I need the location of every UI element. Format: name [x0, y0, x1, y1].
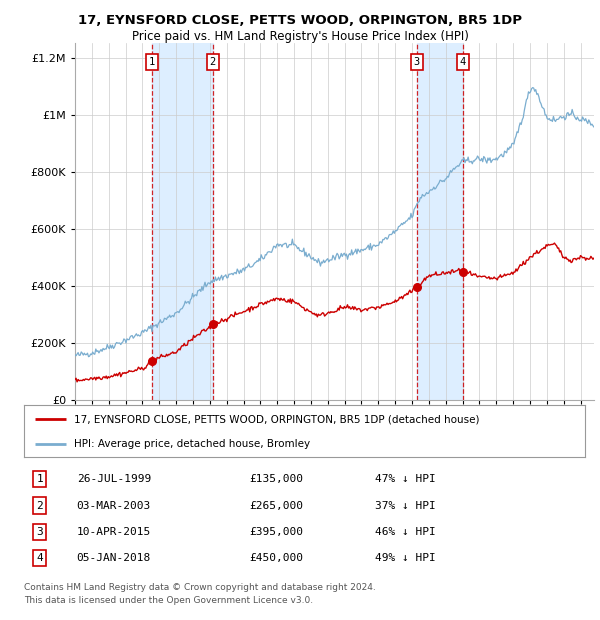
Text: 46% ↓ HPI: 46% ↓ HPI — [375, 527, 436, 537]
Text: 49% ↓ HPI: 49% ↓ HPI — [375, 553, 436, 563]
Text: 05-JAN-2018: 05-JAN-2018 — [77, 553, 151, 563]
Text: Contains HM Land Registry data © Crown copyright and database right 2024.: Contains HM Land Registry data © Crown c… — [24, 583, 376, 592]
Text: 4: 4 — [460, 57, 466, 67]
Text: £265,000: £265,000 — [250, 500, 304, 510]
Text: HPI: Average price, detached house, Bromley: HPI: Average price, detached house, Brom… — [74, 439, 311, 449]
Text: 17, EYNSFORD CLOSE, PETTS WOOD, ORPINGTON, BR5 1DP: 17, EYNSFORD CLOSE, PETTS WOOD, ORPINGTO… — [78, 14, 522, 27]
Text: £135,000: £135,000 — [250, 474, 304, 484]
Text: 47% ↓ HPI: 47% ↓ HPI — [375, 474, 436, 484]
Text: 37% ↓ HPI: 37% ↓ HPI — [375, 500, 436, 510]
Bar — [152, 43, 212, 400]
Text: 2: 2 — [37, 500, 43, 510]
Text: £450,000: £450,000 — [250, 553, 304, 563]
Text: Price paid vs. HM Land Registry's House Price Index (HPI): Price paid vs. HM Land Registry's House … — [131, 30, 469, 43]
Text: 3: 3 — [37, 527, 43, 537]
Text: 10-APR-2015: 10-APR-2015 — [77, 527, 151, 537]
Text: 1: 1 — [37, 474, 43, 484]
Text: This data is licensed under the Open Government Licence v3.0.: This data is licensed under the Open Gov… — [24, 596, 313, 606]
Text: £395,000: £395,000 — [250, 527, 304, 537]
Text: 26-JUL-1999: 26-JUL-1999 — [77, 474, 151, 484]
Text: 1: 1 — [149, 57, 155, 67]
Text: 3: 3 — [413, 57, 420, 67]
Text: 03-MAR-2003: 03-MAR-2003 — [77, 500, 151, 510]
Text: 4: 4 — [37, 553, 43, 563]
Text: 2: 2 — [209, 57, 216, 67]
Text: 17, EYNSFORD CLOSE, PETTS WOOD, ORPINGTON, BR5 1DP (detached house): 17, EYNSFORD CLOSE, PETTS WOOD, ORPINGTO… — [74, 414, 480, 424]
Bar — [417, 43, 463, 400]
